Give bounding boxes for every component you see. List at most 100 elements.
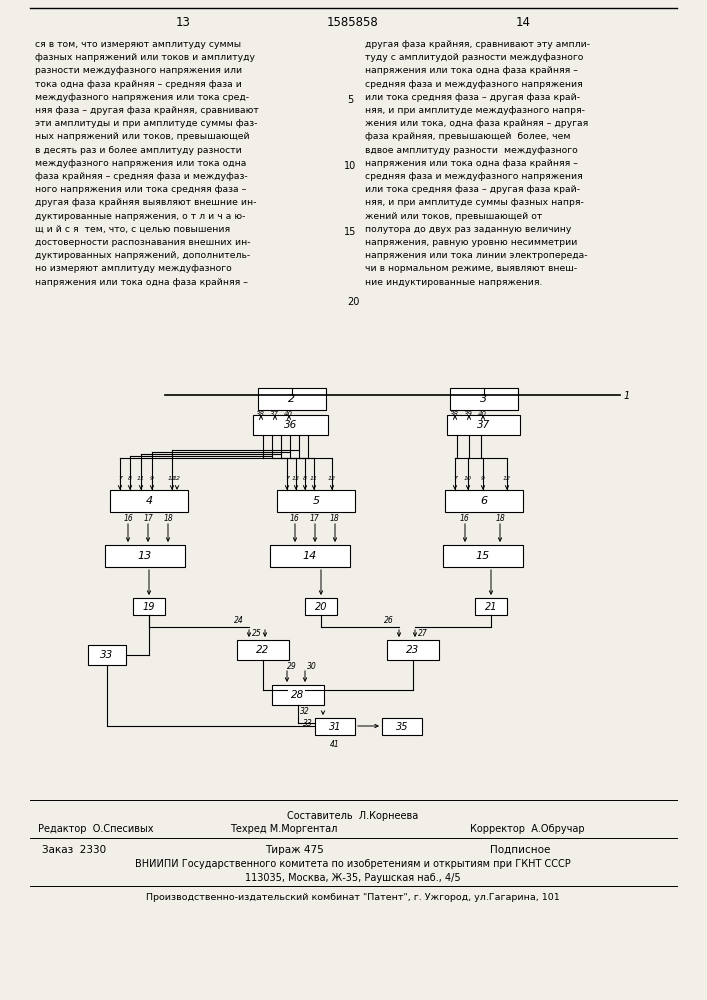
Text: 18: 18	[495, 514, 505, 523]
Bar	[272, 685, 324, 705]
Bar	[450, 388, 518, 410]
Text: 18: 18	[163, 514, 173, 523]
Text: 21: 21	[485, 601, 497, 611]
Text: разности междуфазного напряжения или: разности междуфазного напряжения или	[35, 66, 242, 75]
Text: 13: 13	[292, 477, 300, 482]
Text: вдвое амплитуду разности  междуфазного: вдвое амплитуду разности междуфазного	[365, 146, 578, 155]
Text: междуфазного напряжения или тока одна: междуфазного напряжения или тока одна	[35, 159, 246, 168]
Text: 16: 16	[123, 514, 133, 523]
Text: 28: 28	[291, 690, 305, 700]
Bar	[258, 388, 326, 410]
Text: дуктированные напряжения, о т л и ч а ю-: дуктированные напряжения, о т л и ч а ю-	[35, 212, 245, 221]
Text: 37: 37	[477, 420, 490, 430]
Text: 10: 10	[464, 477, 472, 482]
Text: 27: 27	[418, 629, 428, 638]
Text: жений или токов, превышающей от: жений или токов, превышающей от	[365, 212, 542, 221]
Text: фаза крайняя, превышающей  более, чем: фаза крайняя, превышающей более, чем	[365, 132, 571, 141]
Text: 5: 5	[312, 496, 320, 506]
Text: ВНИИПИ Государственного комитета по изобретениям и открытиям при ГКНТ СССР: ВНИИПИ Государственного комитета по изоб…	[135, 859, 571, 869]
Text: напряжения или тока одна фаза крайняя –: напряжения или тока одна фаза крайняя –	[365, 66, 578, 75]
Text: эти амплитуды и при амплитуде суммы фаз-: эти амплитуды и при амплитуде суммы фаз-	[35, 119, 257, 128]
Text: 24: 24	[234, 616, 244, 625]
Bar	[133, 598, 165, 615]
Bar	[443, 545, 523, 567]
Bar	[305, 598, 337, 615]
Bar	[88, 645, 126, 665]
Text: 9: 9	[150, 477, 154, 482]
Text: 29: 29	[287, 662, 297, 671]
Text: 9: 9	[481, 477, 485, 482]
Text: ных напряжений или токов, превышающей: ных напряжений или токов, превышающей	[35, 132, 250, 141]
Text: 38: 38	[255, 411, 264, 417]
Text: 7: 7	[453, 477, 457, 482]
Text: 23: 23	[407, 645, 420, 655]
Text: Подписное: Подписное	[490, 845, 550, 855]
Text: фаза крайняя – средняя фаза и междуфаз-: фаза крайняя – средняя фаза и междуфаз-	[35, 172, 247, 181]
Text: или тока средняя фаза – другая фаза край-: или тока средняя фаза – другая фаза край…	[365, 93, 580, 102]
Text: 1: 1	[624, 391, 630, 401]
Text: чи в нормальном режиме, выявляют внеш-: чи в нормальном режиме, выявляют внеш-	[365, 264, 577, 273]
Text: 7: 7	[285, 477, 289, 482]
Text: напряжения или тока линии электропереда-: напряжения или тока линии электропереда-	[365, 251, 588, 260]
Text: Составитель  Л.Корнеева: Составитель Л.Корнеева	[287, 811, 419, 821]
Text: 7: 7	[118, 477, 122, 482]
Text: 14: 14	[515, 16, 530, 29]
Text: ся в том, что измеряют амплитуду суммы: ся в том, что измеряют амплитуду суммы	[35, 40, 241, 49]
Text: няя, и при амплитуде междуфазного напря-: няя, и при амплитуде междуфазного напря-	[365, 106, 585, 115]
Bar	[387, 640, 439, 660]
Text: междуфазного напряжения или тока сред-: междуфазного напряжения или тока сред-	[35, 93, 249, 102]
Text: Заказ  2330: Заказ 2330	[42, 845, 106, 855]
Text: 20: 20	[315, 601, 327, 611]
Text: другая фаза крайняя, сравнивают эту ампли-: другая фаза крайняя, сравнивают эту ампл…	[365, 40, 590, 49]
Text: 12: 12	[328, 477, 336, 482]
Text: 38: 38	[450, 411, 459, 417]
Text: 12: 12	[173, 477, 181, 482]
Text: 8: 8	[303, 477, 307, 482]
Text: 4: 4	[146, 496, 153, 506]
Text: фазных напряжений или токов и амплитуду: фазных напряжений или токов и амплитуду	[35, 53, 255, 62]
Text: напряжения или тока одна фаза крайняя –: напряжения или тока одна фаза крайняя –	[365, 159, 578, 168]
Text: полутора до двух раз заданную величину: полутора до двух раз заданную величину	[365, 225, 571, 234]
Bar	[382, 718, 422, 735]
Text: 37: 37	[269, 411, 279, 417]
Text: 32: 32	[300, 707, 310, 716]
Text: 12: 12	[168, 477, 176, 482]
Text: 10: 10	[344, 161, 356, 171]
Text: 18: 18	[330, 514, 340, 523]
Bar	[475, 598, 507, 615]
Text: 16: 16	[290, 514, 300, 523]
Text: 41: 41	[330, 740, 340, 749]
Text: напряжения, равную уровню несимметрии: напряжения, равную уровню несимметрии	[365, 238, 578, 247]
Bar	[110, 490, 188, 512]
Text: 16: 16	[460, 514, 470, 523]
Text: 31: 31	[329, 722, 341, 732]
Text: Тираж 475: Тираж 475	[265, 845, 324, 855]
Bar	[253, 415, 328, 435]
Text: Техред М.Моргентал: Техред М.Моргентал	[230, 824, 337, 834]
Text: 5: 5	[347, 95, 353, 105]
Text: 11: 11	[137, 477, 145, 482]
Text: туду с амплитудой разности междуфазного: туду с амплитудой разности междуфазного	[365, 53, 583, 62]
Text: 20: 20	[347, 297, 359, 307]
Text: средняя фаза и междуфазного напряжения: средняя фаза и междуфазного напряжения	[365, 80, 583, 89]
Text: но измеряют амплитуду междуфазного: но измеряют амплитуду междуфазного	[35, 264, 232, 273]
Text: 33: 33	[303, 718, 313, 728]
Bar	[237, 640, 289, 660]
Text: Редактор  О.Спесивых: Редактор О.Спесивых	[38, 824, 153, 834]
Text: 13: 13	[138, 551, 152, 561]
Bar	[105, 545, 185, 567]
Bar	[315, 718, 355, 735]
Text: 12: 12	[503, 477, 511, 482]
Text: 26: 26	[384, 616, 394, 625]
Bar	[445, 490, 523, 512]
Text: 35: 35	[396, 722, 408, 732]
Text: 33: 33	[100, 650, 114, 660]
Text: ного напряжения или тока средняя фаза –: ного напряжения или тока средняя фаза –	[35, 185, 246, 194]
Text: 13: 13	[175, 16, 190, 29]
Text: средняя фаза и междуфазного напряжения: средняя фаза и междуфазного напряжения	[365, 172, 583, 181]
Text: 15: 15	[476, 551, 490, 561]
Text: 40: 40	[477, 411, 486, 417]
Text: жения или тока, одна фаза крайняя – другая: жения или тока, одна фаза крайняя – друг…	[365, 119, 588, 128]
Text: 17: 17	[310, 514, 320, 523]
Text: няя фаза – другая фаза крайняя, сравнивают: няя фаза – другая фаза крайняя, сравнива…	[35, 106, 259, 115]
